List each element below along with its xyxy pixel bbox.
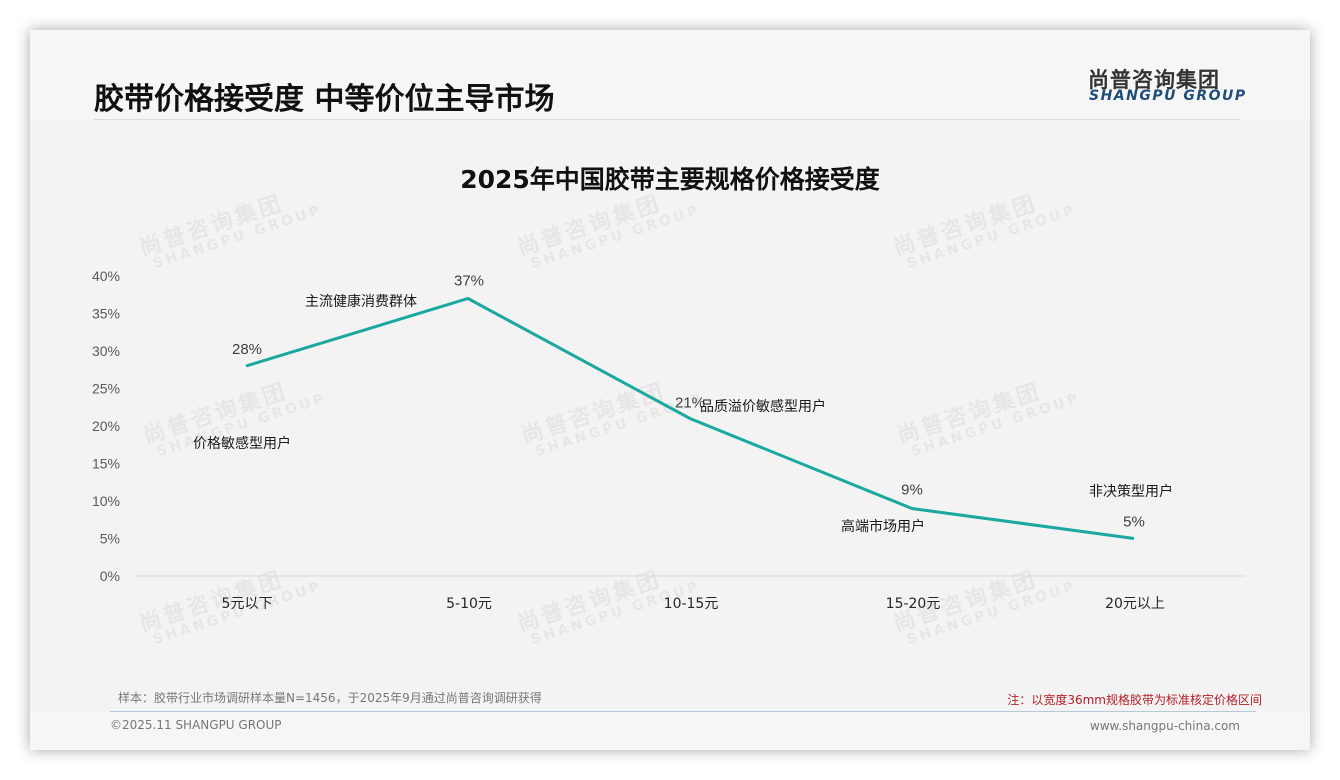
x-axis: 5元以下 5-10元 10-15元 15-20元 20元以上	[222, 596, 1165, 612]
data-labels: 28% 37% 21% 9% 5%	[232, 273, 1145, 531]
annotation-label: 高端市场用户	[841, 518, 925, 535]
data-label: 9%	[901, 482, 923, 499]
data-label: 21%	[675, 395, 705, 412]
sample-note: 样本：胶带行业市场调研样本量N=1456，于2025年9月通过尚普咨询调研获得	[118, 691, 542, 705]
header-divider	[94, 119, 1240, 120]
copyright: ©2025.11 SHANGPU GROUP	[110, 718, 282, 732]
annotation-label: 主流健康消费群体	[305, 293, 417, 310]
annotation-label: 品质溢价敏感型用户	[700, 398, 826, 415]
data-label: 5%	[1123, 514, 1145, 531]
y-tick-label: 20%	[92, 418, 120, 434]
data-label: 37%	[454, 273, 484, 290]
annotation-label: 非决策型用户	[1089, 483, 1173, 500]
y-tick-label: 0%	[100, 568, 120, 584]
footnote: 注：以宽度36mm规格胶带为标准核定价格区间	[1007, 693, 1262, 707]
website-link[interactable]: www.shangpu-china.com	[1089, 719, 1240, 733]
y-tick-label: 35%	[92, 306, 120, 322]
page-title: 胶带价格接受度 中等价位主导市场	[94, 82, 555, 117]
data-label: 28%	[232, 341, 262, 358]
x-tick-label: 5-10元	[446, 596, 492, 612]
x-tick-label: 20元以上	[1105, 596, 1165, 612]
slide: 胶带价格接受度 中等价位主导市场 尚普咨询集团 SHANGPU GROUP 尚普…	[30, 30, 1310, 750]
y-tick-label: 40%	[92, 268, 120, 284]
footer-divider	[110, 711, 1256, 712]
annotation-label: 价格敏感型用户	[193, 435, 291, 452]
series-line	[245, 296, 1135, 540]
x-tick-label: 5元以下	[222, 596, 273, 612]
x-tick-label: 15-20元	[886, 596, 941, 612]
y-tick-label: 10%	[92, 493, 120, 509]
y-tick-label: 30%	[92, 343, 120, 359]
logo-english: SHANGPU GROUP	[1089, 88, 1247, 104]
x-tick-label: 10-15元	[664, 596, 719, 612]
logo-chinese: 尚普咨询集团	[1088, 68, 1220, 92]
chart-title: 2025年中国胶带主要规格价格接受度	[460, 165, 880, 194]
line-chart: 0% 5% 10% 15% 20% 25% 30% 35% 40% 5元以下 5-10元 10-15…	[92, 268, 1245, 612]
y-tick-label: 25%	[92, 381, 120, 397]
y-axis: 0% 5% 10% 15% 20% 25% 30% 35% 40%	[92, 268, 120, 584]
footer-band	[30, 712, 1310, 750]
header-band	[30, 30, 1310, 120]
y-tick-label: 15%	[92, 456, 120, 472]
y-tick-label: 5%	[100, 531, 120, 547]
